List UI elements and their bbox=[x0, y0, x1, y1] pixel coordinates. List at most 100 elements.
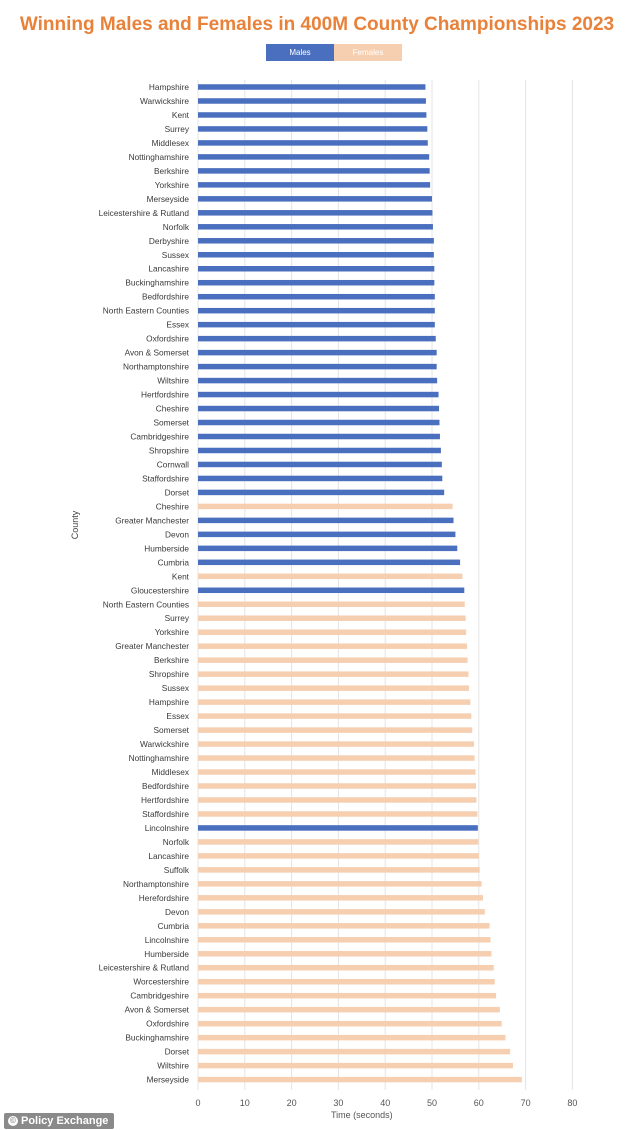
bar-females bbox=[198, 839, 479, 845]
y-tick-label: Middlesex bbox=[152, 138, 190, 148]
bar-females bbox=[198, 867, 480, 873]
chart-legend: Males Females bbox=[266, 44, 402, 61]
bar-males bbox=[198, 559, 461, 566]
y-tick-label: Kent bbox=[172, 571, 190, 581]
bar-males bbox=[198, 587, 465, 594]
bar-males bbox=[198, 293, 435, 300]
y-tick-label: Lancashire bbox=[148, 264, 189, 274]
y-tick-label: Yorkshire bbox=[155, 180, 190, 190]
y-tick-label: Worcestershire bbox=[133, 977, 189, 987]
y-tick-label: Cumbria bbox=[158, 921, 190, 931]
x-tick-label: 0 bbox=[195, 1098, 200, 1108]
bar-females bbox=[198, 1048, 511, 1055]
copyright-icon: © bbox=[8, 1116, 18, 1126]
x-tick-label: 40 bbox=[380, 1098, 390, 1108]
y-tick-label: Warwickshire bbox=[140, 739, 189, 749]
y-tick-label: Northamptonshire bbox=[123, 362, 189, 372]
bar-females bbox=[198, 713, 472, 719]
bar-females bbox=[198, 811, 478, 817]
y-tick-label: Somerset bbox=[153, 725, 189, 735]
bar-females bbox=[198, 727, 473, 733]
bar-males bbox=[198, 98, 426, 104]
y-tick-label: Suffolk bbox=[164, 865, 190, 875]
bar-females bbox=[198, 601, 465, 608]
y-tick-label: Middlesex bbox=[152, 767, 190, 777]
bar-males bbox=[198, 84, 426, 90]
y-tick-label: Cheshire bbox=[156, 501, 190, 511]
y-tick-label: Dorset bbox=[165, 487, 190, 497]
credit-text: Policy Exchange bbox=[21, 1115, 109, 1127]
bar-males bbox=[198, 405, 440, 412]
y-tick-label: Nottinghamshire bbox=[129, 753, 190, 763]
bar-females bbox=[198, 503, 453, 510]
bar-females bbox=[198, 755, 475, 761]
bar-males bbox=[198, 126, 428, 132]
y-tick-label: Hampshire bbox=[149, 82, 190, 92]
y-tick-label: Humberside bbox=[144, 949, 189, 959]
y-tick-label: Somerset bbox=[153, 418, 189, 428]
bar-females bbox=[198, 895, 484, 901]
bar-males bbox=[198, 210, 433, 216]
y-tick-label: Hampshire bbox=[149, 697, 190, 707]
bar-females bbox=[198, 1062, 513, 1069]
y-tick-label: Hertfordshire bbox=[141, 795, 189, 805]
bar-males bbox=[198, 252, 434, 258]
y-tick-label: Yorkshire bbox=[155, 627, 190, 637]
y-tick-label: Cambridgeshire bbox=[130, 991, 189, 1001]
y-tick-label: Cambridgeshire bbox=[130, 432, 189, 442]
y-tick-label: Humberside bbox=[144, 543, 189, 553]
y-tick-label: Cornwall bbox=[157, 459, 189, 469]
bar-females bbox=[198, 671, 469, 677]
legend-label-females: Females bbox=[352, 48, 384, 57]
y-tick-label: Oxfordshire bbox=[146, 334, 189, 344]
bar-females bbox=[198, 741, 475, 747]
bar-males bbox=[198, 154, 430, 160]
y-tick-label: Surrey bbox=[165, 613, 190, 623]
bar-females bbox=[198, 797, 477, 803]
bar-females bbox=[198, 992, 497, 999]
bar-females bbox=[198, 699, 471, 705]
bar-females bbox=[198, 978, 495, 985]
y-tick-label: Leicestershire & Rutland bbox=[99, 208, 190, 218]
bar-males bbox=[198, 265, 435, 272]
y-tick-label: Derbyshire bbox=[149, 236, 190, 246]
bar-females bbox=[198, 1006, 500, 1013]
y-tick-label: Greater Manchester bbox=[115, 515, 189, 525]
bar-males bbox=[198, 517, 454, 524]
bar-females bbox=[198, 964, 494, 971]
bar-males bbox=[198, 363, 437, 370]
bar-males bbox=[198, 545, 458, 552]
y-tick-label: Norfolk bbox=[163, 837, 190, 847]
y-tick-label: Northamptonshire bbox=[123, 879, 189, 889]
y-tick-label: Lincolnshire bbox=[145, 823, 190, 833]
bar-males bbox=[198, 825, 478, 831]
bar-females bbox=[198, 937, 491, 943]
x-tick-label: 20 bbox=[287, 1098, 297, 1108]
bar-females bbox=[198, 685, 469, 691]
bar-males bbox=[198, 140, 428, 146]
x-tick-label: 80 bbox=[567, 1098, 577, 1108]
y-tick-label: North Eastern Counties bbox=[103, 599, 189, 609]
y-tick-label: Lancashire bbox=[148, 851, 189, 861]
y-tick-label: Sussex bbox=[162, 250, 190, 260]
bar-females bbox=[198, 853, 479, 859]
y-tick-label: Merseyside bbox=[147, 194, 190, 204]
bar-males bbox=[198, 168, 430, 174]
y-tick-label: Merseyside bbox=[147, 1075, 190, 1085]
y-tick-label: Essex bbox=[166, 711, 189, 721]
bar-females bbox=[198, 629, 467, 635]
bar-males bbox=[198, 447, 441, 454]
y-tick-label: Lincolnshire bbox=[145, 935, 190, 945]
bar-males bbox=[198, 433, 440, 440]
legend-item-males: Males bbox=[266, 44, 334, 61]
bar-males bbox=[198, 196, 432, 202]
y-tick-label: North Eastern Counties bbox=[103, 306, 189, 316]
bar-males bbox=[198, 182, 431, 188]
bar-females bbox=[198, 881, 482, 887]
x-tick-label: 60 bbox=[474, 1098, 484, 1108]
y-tick-label: Kent bbox=[172, 110, 190, 120]
y-tick-label: Buckinghamshire bbox=[125, 1033, 189, 1043]
y-tick-label: Surrey bbox=[165, 124, 190, 134]
credit-badge: © Policy Exchange bbox=[4, 1113, 115, 1129]
